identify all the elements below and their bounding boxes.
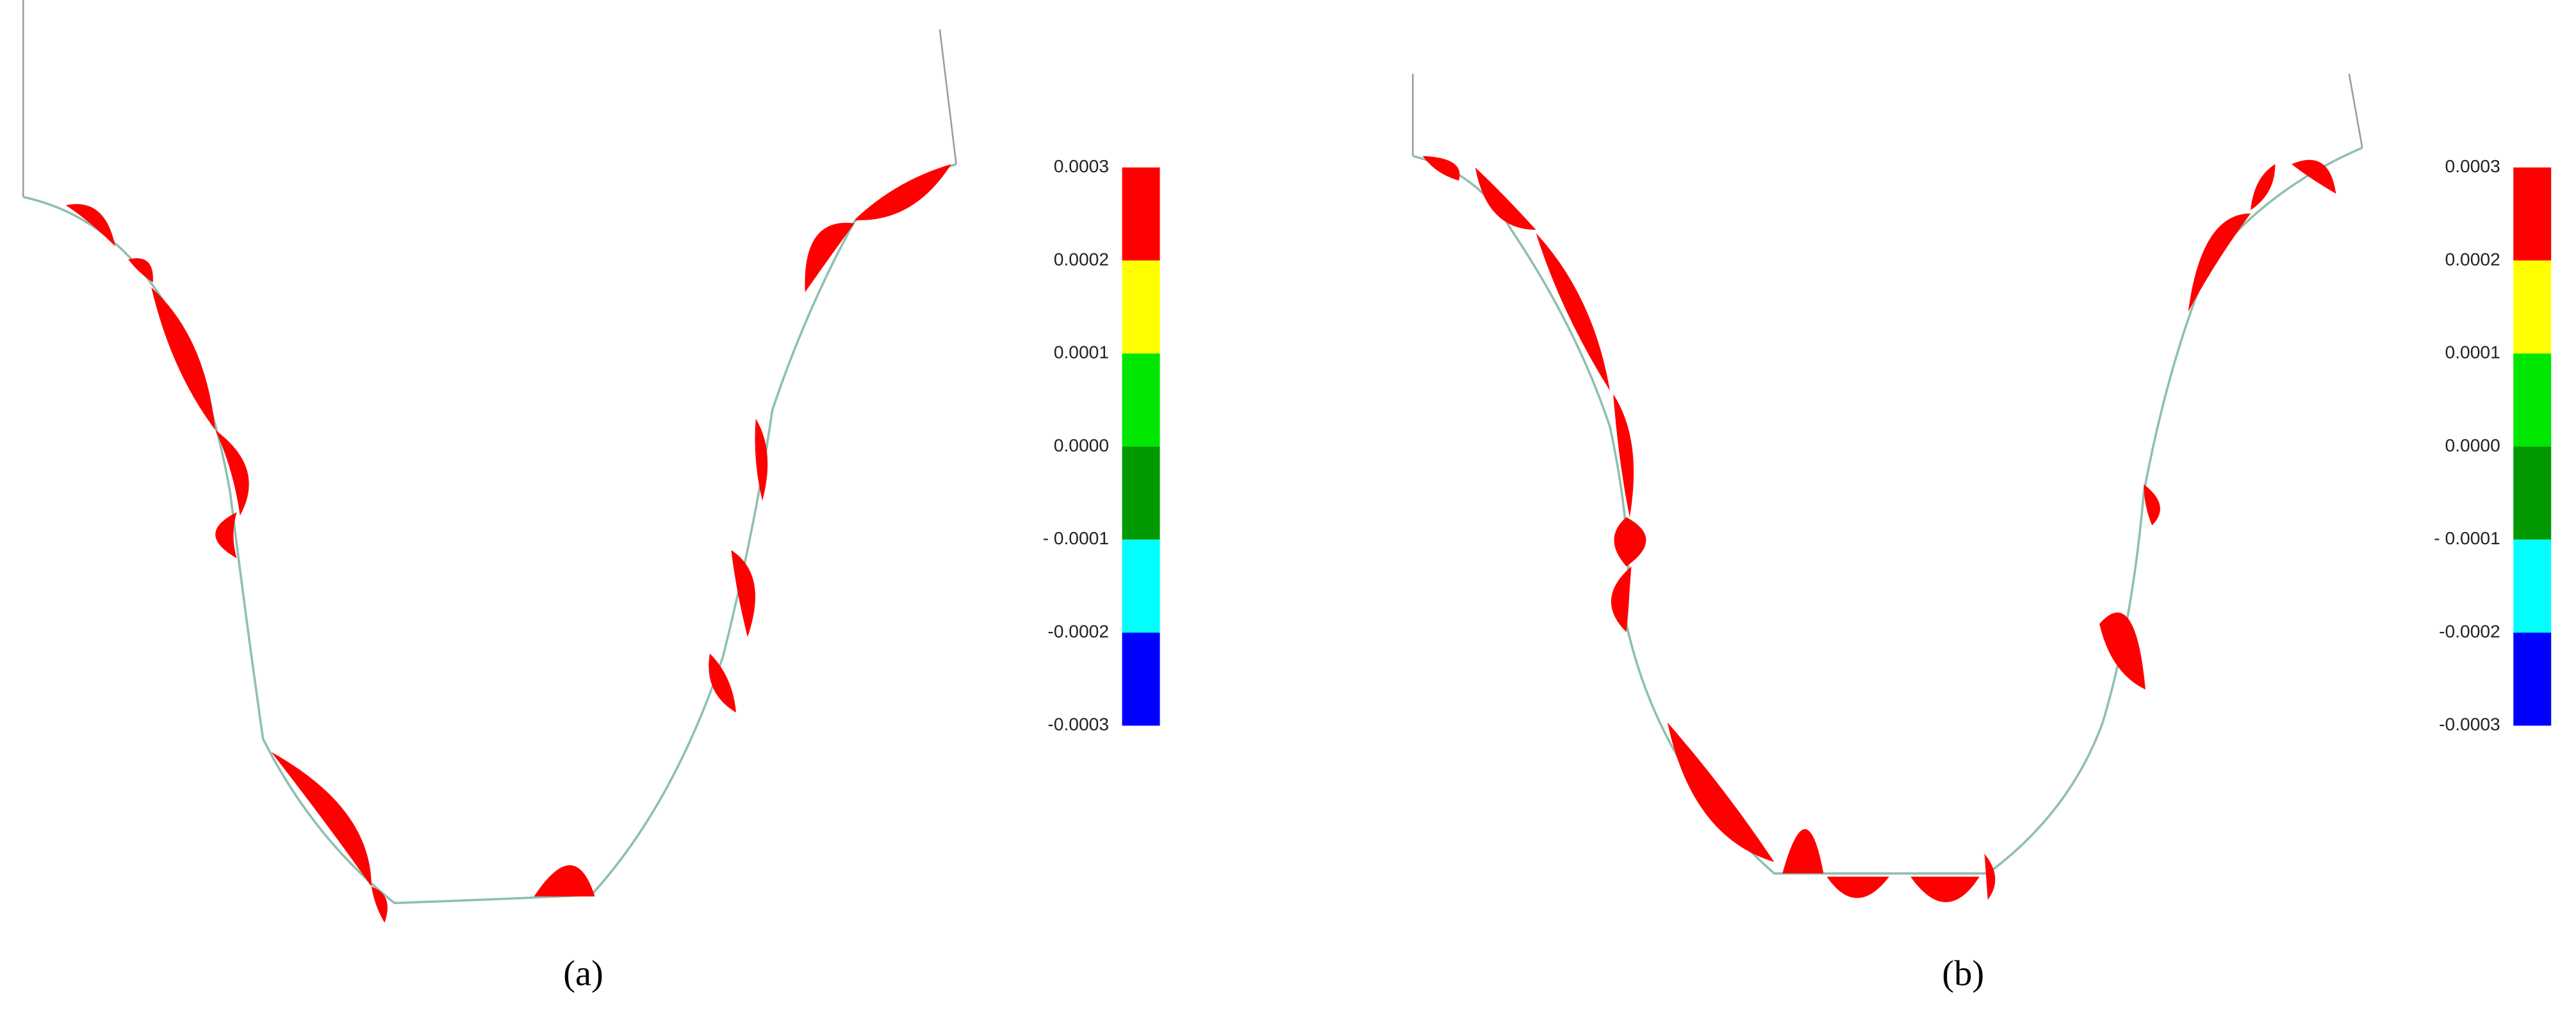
profile-a	[22, 0, 957, 923]
colorbar-label: 0.0001	[2445, 342, 2500, 362]
colorbar-label: 0.0003	[2445, 156, 2500, 176]
colorbar-label: 0.0000	[1054, 435, 1109, 455]
colorbar-segment	[1122, 633, 1160, 726]
colorbar-label: 0.0002	[1054, 248, 1109, 269]
colorbar-label: - 0.0001	[2434, 528, 2500, 548]
colorbar-segment	[2513, 353, 2552, 447]
colorbar-segment	[1122, 539, 1160, 633]
colorbar-segment	[1122, 446, 1160, 540]
profile-b	[1412, 74, 2363, 902]
colorbar-segment	[1122, 260, 1160, 354]
deviation-lobes	[65, 164, 951, 923]
colorbar-label: 0.0001	[1054, 342, 1109, 362]
deviation-lobes	[1422, 156, 2336, 902]
colorbar-segment	[1122, 353, 1160, 447]
colorbar-segment	[1122, 167, 1160, 261]
panel-caption: (a)	[563, 953, 603, 993]
wall-lines	[22, 0, 957, 197]
colorbar-label: 0.0003	[1054, 156, 1109, 176]
wall-lines	[1412, 74, 2363, 156]
colorbar-label: -0.0002	[1047, 620, 1109, 641]
colorbar-segment	[2513, 446, 2552, 540]
colorbar-label: -0.0002	[2439, 620, 2500, 641]
colorbar-label: -0.0003	[1047, 714, 1109, 734]
colorbar-label: 0.0000	[2445, 435, 2500, 455]
colorbar-label: - 0.0001	[1043, 528, 1109, 548]
colorbar-segment	[2513, 633, 2552, 726]
panel-caption: (b)	[1942, 953, 1984, 993]
colorbar-segment	[2513, 539, 2552, 633]
colorbar-label: 0.0002	[2445, 248, 2500, 269]
colorbar-label: -0.0003	[2439, 714, 2500, 734]
colorbar-segment	[2513, 167, 2552, 261]
colorbar-segment	[2513, 260, 2552, 354]
